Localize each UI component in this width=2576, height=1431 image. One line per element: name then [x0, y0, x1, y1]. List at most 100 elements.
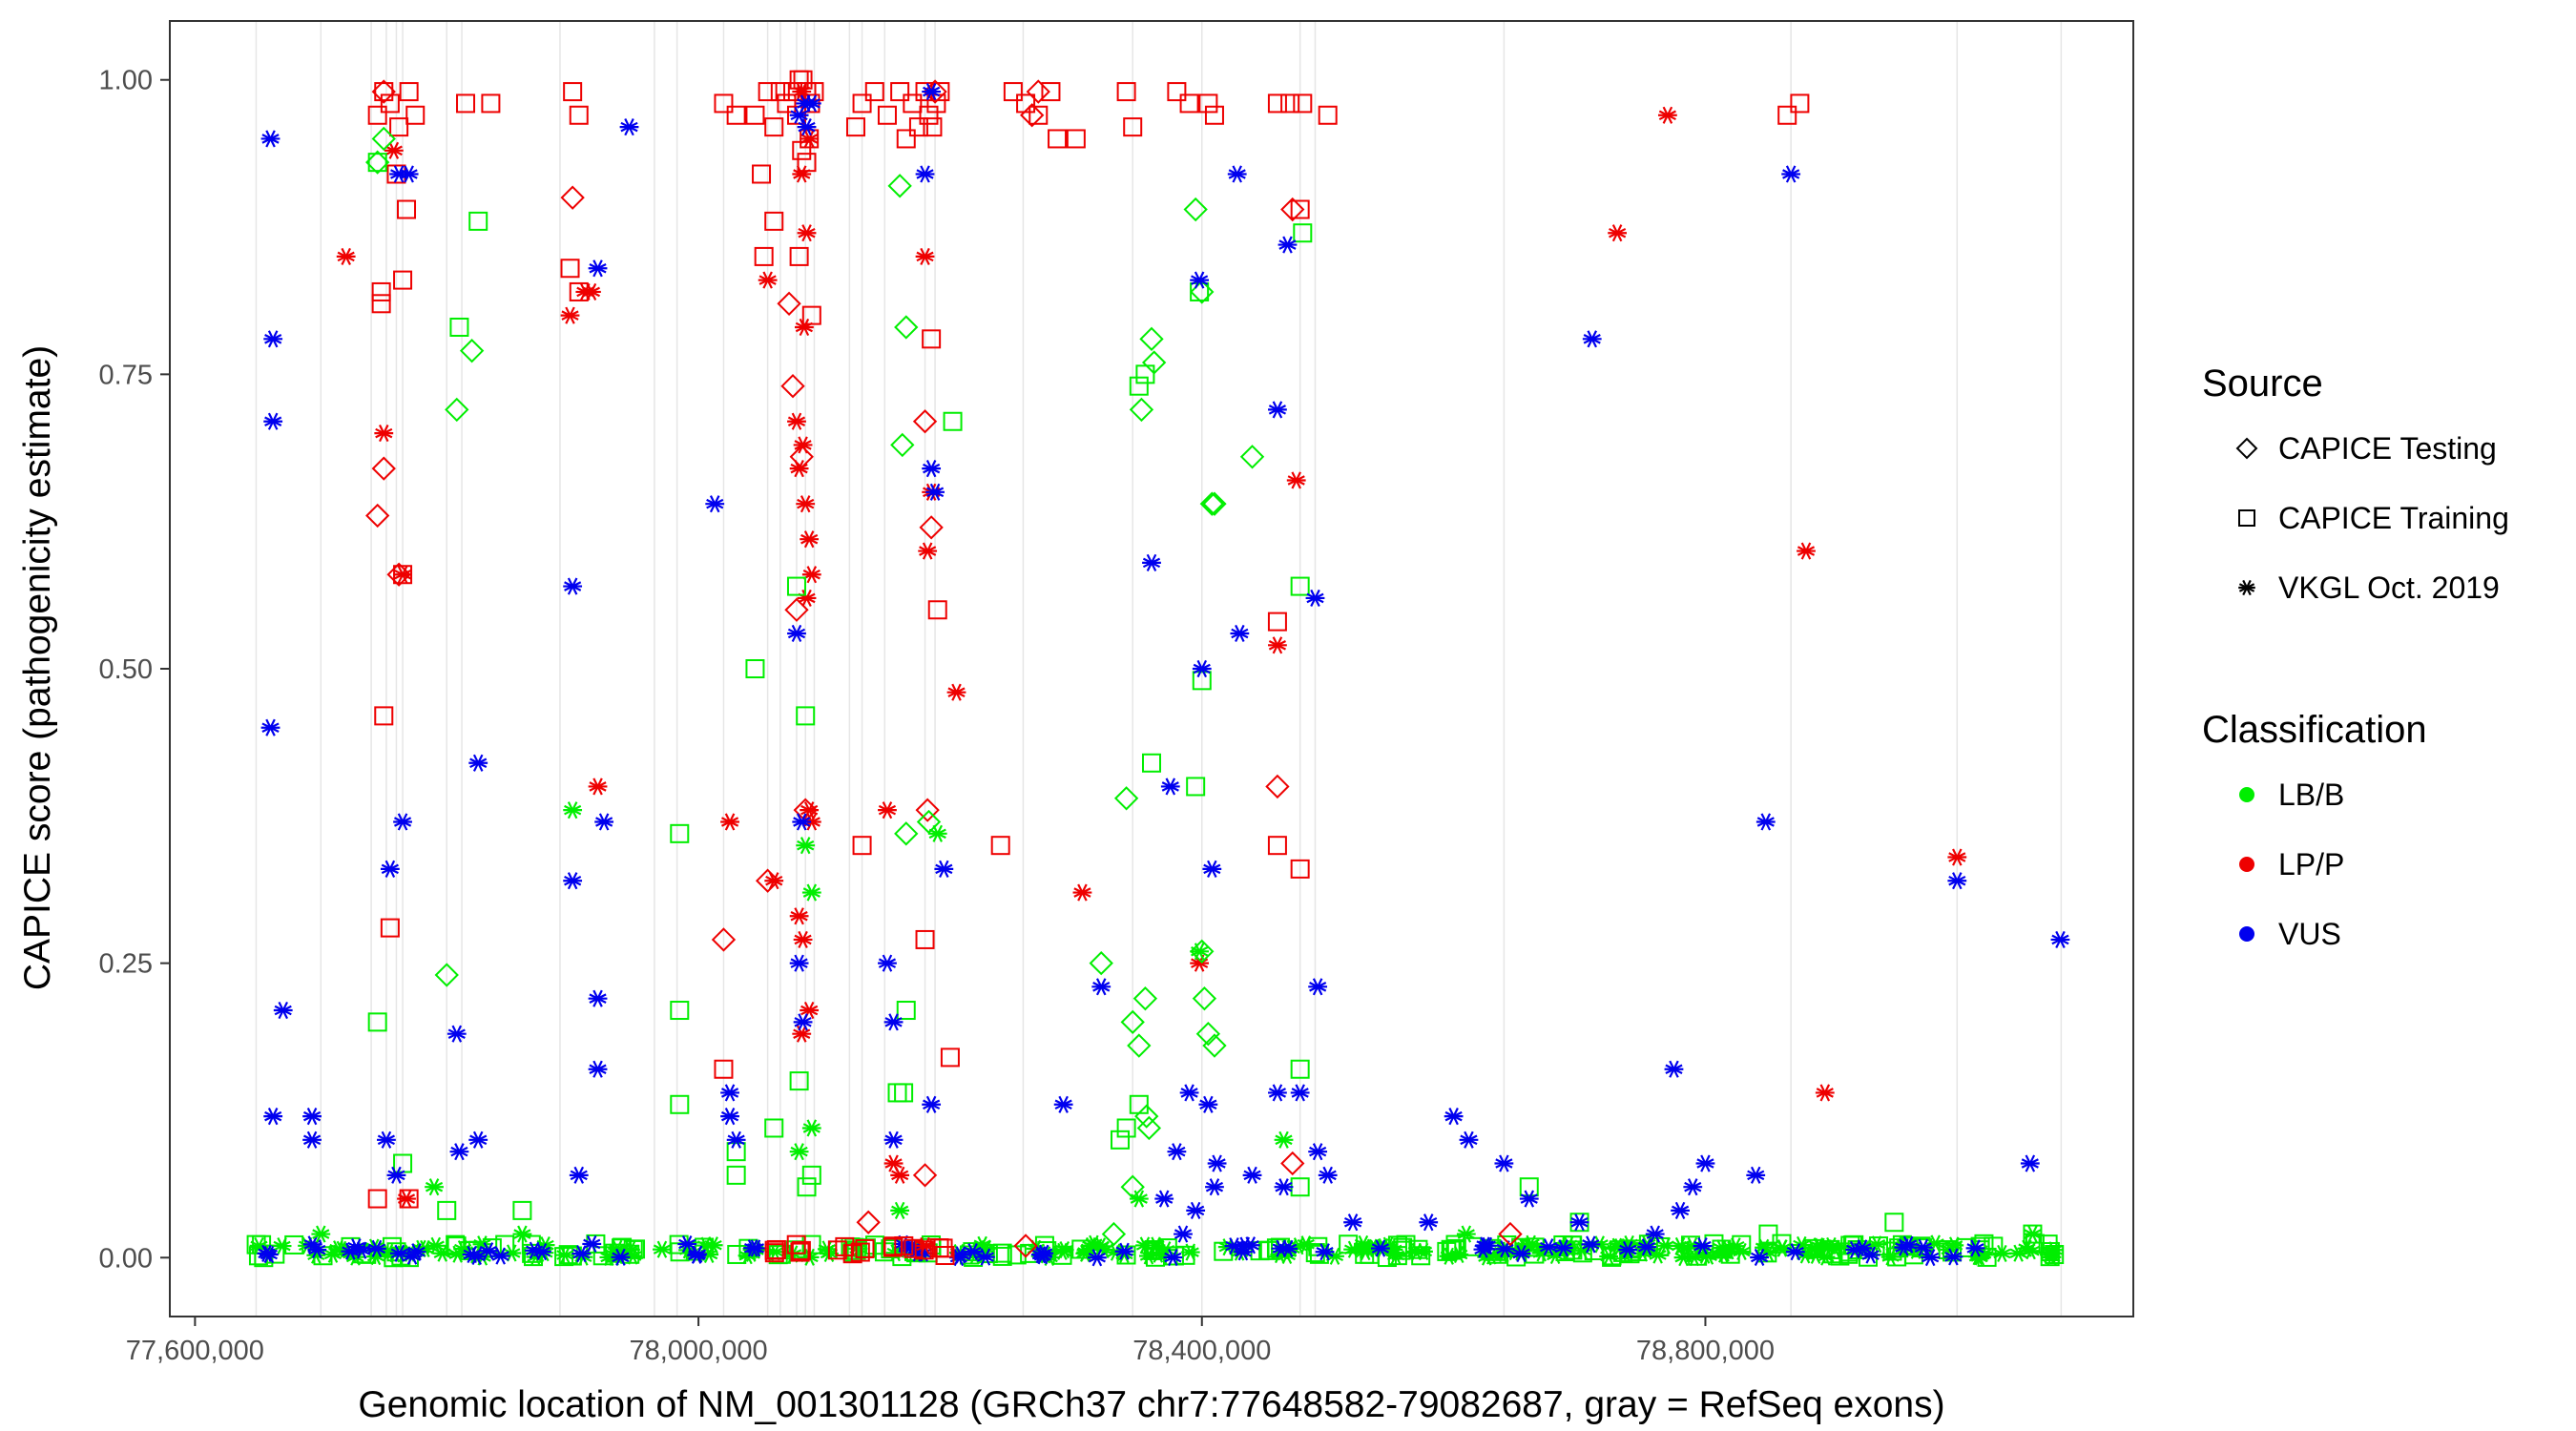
data-point	[922, 83, 942, 101]
baseline-point	[1386, 1246, 1405, 1265]
data-point	[852, 93, 872, 114]
baseline-point	[1034, 1244, 1054, 1262]
data-point	[1190, 943, 1210, 961]
data-point	[786, 576, 806, 596]
data-point	[459, 339, 485, 363]
data-point	[371, 281, 391, 301]
baseline-point	[1439, 1247, 1459, 1265]
data-point	[1318, 1166, 1338, 1184]
baseline-point	[1913, 1238, 1933, 1256]
data-point	[793, 436, 813, 454]
baseline-point	[883, 1236, 904, 1256]
y-tick-label: 0.25	[99, 949, 153, 980]
data-point	[371, 79, 396, 104]
baseline-point	[1803, 1239, 1823, 1257]
baseline-point	[1315, 1243, 1335, 1261]
data-point	[797, 153, 817, 173]
data-point	[764, 211, 784, 231]
data-point	[1815, 1084, 1835, 1102]
baseline-point	[855, 1238, 875, 1258]
data-point	[560, 306, 580, 324]
data-point	[563, 872, 583, 890]
data-point	[1020, 103, 1045, 128]
data-point	[1884, 1213, 1904, 1233]
legend-item-source: CAPICE Testing	[2235, 431, 2497, 466]
legend-source-items: CAPICE Testing CAPICE Training VKGL Oct. 2…	[2235, 431, 2509, 605]
legend-key-asterisk	[2238, 579, 2255, 596]
data-point	[1746, 1166, 1766, 1184]
data-point	[1459, 1130, 1479, 1149]
baseline-point	[827, 1240, 847, 1260]
data-point	[922, 329, 942, 349]
data-point	[726, 105, 746, 125]
data-point	[260, 130, 280, 148]
data-point	[1444, 1108, 1464, 1126]
data-point	[726, 1165, 746, 1185]
data-point	[1091, 978, 1111, 996]
data-point	[1519, 1190, 1539, 1208]
data-point	[374, 82, 394, 102]
baseline-point	[472, 1235, 492, 1254]
baseline-point	[1250, 1241, 1270, 1261]
data-point	[1290, 1084, 1310, 1102]
data-point	[399, 82, 419, 102]
y-tick-label: 0.00	[99, 1243, 153, 1274]
data-point	[801, 883, 821, 902]
baseline-point	[582, 1234, 602, 1253]
data-point	[434, 963, 459, 987]
data-point	[1790, 93, 1810, 114]
data-point	[919, 105, 939, 125]
data-point	[796, 495, 816, 513]
baseline-point	[1495, 1240, 1515, 1258]
data-point	[780, 374, 805, 399]
data-point	[1129, 376, 1149, 396]
data-point	[670, 1094, 690, 1114]
y-axis-title: CAPICE score (pathogenicity estimate)	[17, 345, 58, 990]
data-point	[1498, 1221, 1523, 1247]
data-point	[877, 105, 897, 125]
data-point	[468, 1130, 488, 1149]
y-axis: 0.00 0.25 0.50 0.75 1.00	[99, 66, 170, 1274]
x-tick-label: 77,600,000	[126, 1336, 264, 1366]
data-point	[1683, 1178, 1703, 1196]
data-point	[915, 798, 940, 822]
data-point	[878, 801, 897, 819]
data-point	[1267, 93, 1287, 114]
data-point	[367, 1012, 387, 1032]
data-point	[1582, 330, 1602, 348]
legend-title-source: Source	[2202, 363, 2323, 404]
data-point	[1167, 1143, 1187, 1161]
legend-key-square	[2238, 509, 2255, 527]
data-point	[922, 1095, 942, 1113]
data-point	[619, 118, 639, 136]
data-point	[569, 105, 589, 125]
baseline-point	[1965, 1239, 1985, 1257]
data-point	[887, 1083, 907, 1103]
data-point	[1280, 197, 1305, 222]
data-point	[1202, 1033, 1227, 1058]
data-point	[852, 836, 872, 856]
data-point	[1139, 326, 1164, 351]
legend-title-classification: Classification	[2202, 709, 2427, 751]
data-point	[1160, 778, 1180, 796]
data-point	[1154, 1190, 1174, 1208]
data-point	[311, 1225, 331, 1243]
data-point	[371, 294, 391, 314]
baseline-point	[525, 1241, 544, 1259]
data-point	[940, 1047, 960, 1068]
data-point	[720, 1084, 739, 1102]
data-point	[386, 1166, 406, 1184]
data-point	[2023, 1225, 2043, 1243]
data-point	[764, 117, 784, 137]
data-point	[445, 397, 469, 423]
baseline-point	[341, 1242, 361, 1260]
y-tick-label: 0.50	[99, 654, 153, 685]
baseline-point	[1899, 1235, 1919, 1254]
data-point	[946, 683, 966, 701]
data-point	[260, 718, 280, 736]
data-point	[512, 1225, 532, 1243]
baseline-point	[1992, 1244, 2012, 1263]
data-point	[371, 126, 396, 152]
data-point	[927, 600, 947, 620]
data-point	[797, 224, 817, 242]
